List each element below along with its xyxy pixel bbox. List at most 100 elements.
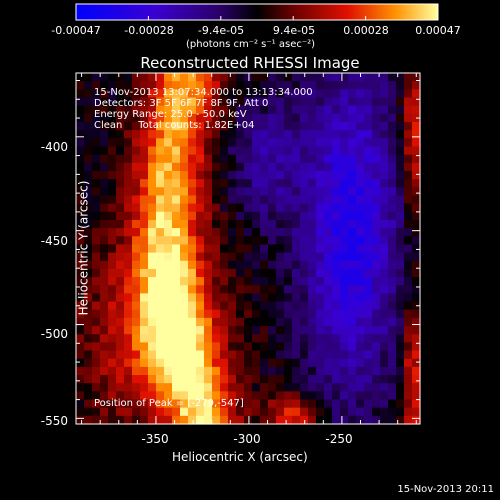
heatmap-cell [124,146,133,156]
heatmap-cell [156,73,165,82]
heatmap-cell [196,260,205,270]
heatmap-cell [276,154,285,164]
heatmap-cell [252,219,261,229]
heatmap-cell [252,285,261,294]
heatmap-cell [340,228,349,237]
heatmap-cell [212,203,221,213]
heatmap-cell [220,121,229,131]
heatmap-cell [356,236,365,246]
heatmap-cell [340,383,349,392]
heatmap-cell [132,391,141,401]
heatmap-cell [252,121,261,131]
heatmap-cell [132,415,141,425]
heatmap-cell [140,375,149,384]
heatmap-cell [404,415,413,425]
heatmap-cell [412,407,421,417]
heatmap-cell [76,326,85,335]
heatmap-cell [308,350,317,360]
heatmap-cell [396,358,405,368]
heatmap-cell [92,391,101,401]
heatmap-cell [220,236,229,246]
heatmap-cell [236,236,245,246]
heatmap-cell [188,219,197,229]
heatmap-cell [100,154,109,164]
heatmap-cell [268,121,277,131]
heatmap-cell [116,391,125,401]
heatmap-cell [268,203,277,213]
heatmap-cell [76,113,85,123]
heatmap-cell [388,407,397,417]
heatmap-cell [228,179,237,188]
heatmap-cell [132,366,141,376]
heatmap-cell [308,399,317,409]
heatmap-cell [100,391,109,401]
heatmap-cell [108,309,117,319]
heatmap-cell [164,121,173,131]
heatmap-cell [220,195,229,205]
heatmap-cell [228,358,237,368]
colorbar [75,3,439,21]
heatmap-cell [116,252,125,262]
heatmap-cell [148,285,157,294]
heatmap-cell [148,179,157,188]
heatmap-cell [268,187,277,197]
heatmap-cell [132,334,141,343]
heatmap-cell [260,293,269,303]
heatmap-cell [340,187,349,197]
heatmap-cell [284,203,293,213]
heatmap-cell [172,236,181,246]
heatmap-cell [164,252,173,262]
heatmap-cell [140,113,149,123]
heatmap-cell [84,244,93,254]
heatmap-cell [364,130,373,139]
heatmap-cell [356,97,365,107]
heatmap-cell [276,195,285,205]
heatmap-cell [148,130,157,139]
heatmap-cell [324,252,333,262]
heatmap-cell [84,81,93,90]
heatmap-cell [300,375,309,384]
heatmap-cell [76,97,85,107]
heatmap-cell [340,195,349,205]
heatmap-cell [276,252,285,262]
heatmap-cell [188,154,197,164]
heatmap-cell [276,350,285,360]
heatmap-cell [380,277,389,286]
heatmap-cell [100,309,109,319]
heatmap-cell [332,407,341,417]
heatmap-cell [212,138,221,148]
heatmap-cell [228,203,237,213]
heatmap-cell [100,334,109,343]
heatmap-cell [404,277,413,286]
heatmap-cell [116,244,125,254]
axis-ticks [76,73,420,424]
heatmap-cell [164,81,173,90]
heatmap-cell [100,342,109,352]
heatmap-cell [228,146,237,156]
heatmap-cell [132,228,141,237]
heatmap-cell [260,81,269,90]
heatmap-cell [380,260,389,270]
heatmap-cell [172,146,181,156]
heatmap-cell [148,113,157,123]
heatmap-cell [164,277,173,286]
heatmap-cell [124,342,133,352]
heatmap-cell [284,293,293,303]
heatmap-cell [220,358,229,368]
heatmap-cell [212,285,221,294]
heatmap-cell [380,179,389,188]
heatmap-cell [276,342,285,352]
heatmap-cell [196,309,205,319]
heatmap-cell [140,252,149,262]
heatmap-cell [332,383,341,392]
heatmap-cell [228,399,237,409]
heatmap-cell [156,154,165,164]
heatmap-cell [324,138,333,148]
heatmap-cell [380,105,389,115]
heatmap-cell [140,277,149,286]
heatmap-cell [228,113,237,123]
heatmap-cell [132,326,141,335]
heatmap-cell [84,105,93,115]
heatmap-cell [212,317,221,327]
heatmap-cell [388,366,397,376]
